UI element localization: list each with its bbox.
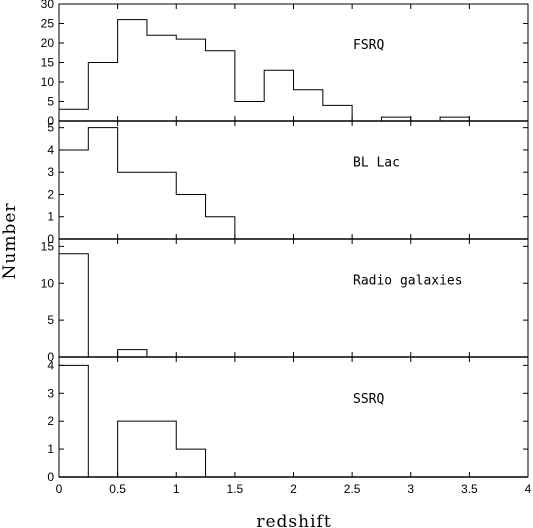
y-tick-label: 0 bbox=[47, 114, 54, 128]
y-tick-label: 5 bbox=[47, 313, 54, 327]
y-tick-label: 5 bbox=[47, 95, 54, 109]
histogram-series-2 bbox=[58, 253, 470, 358]
y-tick-label: 0 bbox=[47, 232, 54, 246]
panel-label: Radio galaxies bbox=[353, 273, 463, 288]
histogram-bin bbox=[118, 172, 147, 239]
y-tick-label: 10 bbox=[41, 276, 55, 290]
x-tick-label: 0.5 bbox=[109, 482, 126, 496]
histogram-bin bbox=[147, 35, 176, 121]
y-tick-label: 0 bbox=[47, 350, 54, 364]
panel-0: 0 5 10 15 20 25 30 FSRQ bbox=[41, 0, 529, 128]
histogram-bin bbox=[59, 254, 88, 357]
histogram-bin bbox=[206, 217, 235, 239]
histogram-series-1 bbox=[58, 127, 470, 240]
histogram-series-0 bbox=[58, 19, 470, 122]
y-tick-label: 2 bbox=[47, 414, 54, 428]
y-tick-label: 1 bbox=[47, 210, 54, 224]
histogram-bin bbox=[176, 194, 205, 239]
x-tick-label: 4 bbox=[525, 482, 532, 496]
histogram-bin bbox=[147, 421, 176, 477]
y-tick-label: 4 bbox=[47, 143, 54, 157]
y-tick-label: 20 bbox=[41, 36, 55, 50]
histogram-series-3 bbox=[58, 364, 470, 478]
y-tick-label: 4 bbox=[47, 358, 54, 372]
histogram-bin bbox=[294, 90, 323, 121]
histogram-bin bbox=[147, 172, 176, 239]
histogram-bin bbox=[118, 421, 147, 477]
x-axis-title: redshift bbox=[256, 512, 331, 528]
y-tick-label: 5 bbox=[47, 121, 54, 135]
y-tick-label: 10 bbox=[41, 75, 55, 89]
histogram-bin bbox=[176, 39, 205, 121]
panel-label: BL Lac bbox=[353, 155, 400, 170]
x-tick-label: 1.5 bbox=[227, 482, 244, 496]
histogram-bin bbox=[118, 20, 147, 121]
y-tick-label: 0 bbox=[47, 470, 54, 484]
histogram-bin bbox=[88, 63, 117, 122]
histogram-bin bbox=[323, 105, 352, 121]
y-tick-label: 25 bbox=[41, 17, 55, 31]
x-tick-label: 2.5 bbox=[344, 482, 361, 496]
panel-frame bbox=[58, 120, 529, 240]
panel-1: 0 1 2 3 4 5 BL Lac bbox=[47, 120, 529, 246]
panel-3: 0 1 2 3 4 SSRQ bbox=[47, 356, 529, 484]
panel-2: 0 5 10 15 Radio galaxies bbox=[41, 238, 529, 364]
y-tick-label: 30 bbox=[41, 0, 55, 11]
x-tick-label: 3 bbox=[407, 482, 414, 496]
y-tick-label: 1 bbox=[47, 442, 54, 456]
y-tick-label: 3 bbox=[47, 386, 54, 400]
histogram-bin bbox=[88, 128, 117, 239]
y-tick-label: 2 bbox=[47, 187, 54, 201]
y-tick-label: 15 bbox=[41, 56, 55, 70]
panel-label: FSRQ bbox=[353, 38, 384, 53]
histogram-bin bbox=[176, 449, 205, 477]
panel-frame bbox=[58, 238, 529, 358]
histogram-bin bbox=[264, 70, 293, 121]
panel-frame bbox=[58, 3, 529, 122]
panel-frame bbox=[58, 356, 529, 478]
y-tick-label: 15 bbox=[41, 239, 55, 253]
histogram-bin bbox=[235, 102, 264, 122]
x-tick-label: 3.5 bbox=[461, 482, 478, 496]
histogram-bin bbox=[118, 350, 147, 357]
x-tick-label: 1 bbox=[173, 482, 180, 496]
panel-label: SSRQ bbox=[353, 392, 384, 407]
x-tick-labels: 0 0.5 1 1.5 2 2.5 3 3.5 4 bbox=[56, 482, 532, 496]
histogram-bin bbox=[206, 51, 235, 121]
x-tick-label: 0 bbox=[56, 482, 63, 496]
y-tick-label: 3 bbox=[47, 165, 54, 179]
histogram-bin bbox=[59, 109, 88, 121]
y-axis-title: Number bbox=[0, 202, 20, 279]
x-tick-label: 2 bbox=[290, 482, 297, 496]
